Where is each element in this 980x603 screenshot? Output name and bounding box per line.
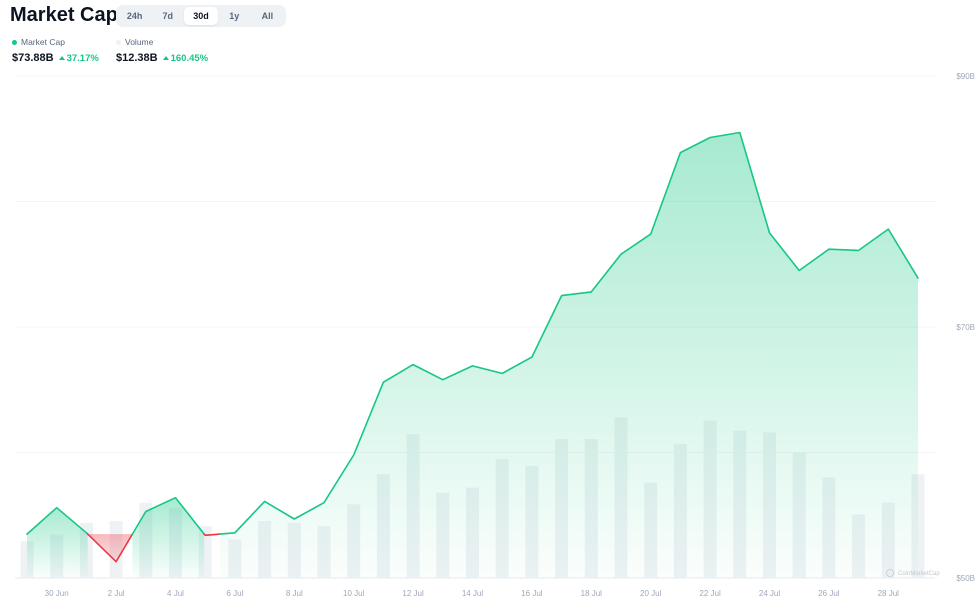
x-tick-label: 10 Jul xyxy=(343,589,365,598)
x-tick-label: 28 Jul xyxy=(878,589,900,598)
volume-stat: $12.38B 160.45% xyxy=(116,52,208,64)
legend-volume-label: Volume xyxy=(125,37,154,47)
market-cap-stat: $73.88B 37.17% xyxy=(12,52,99,64)
watermark-logo-icon xyxy=(886,569,894,577)
price-area-up xyxy=(220,132,919,578)
x-tick-label: 26 Jul xyxy=(818,589,840,598)
market-cap-dot-icon xyxy=(12,39,17,45)
volume-dot-icon xyxy=(116,39,121,45)
volume-value: $12.38B xyxy=(116,52,158,64)
x-tick-label: 24 Jul xyxy=(759,589,781,598)
tab-7d[interactable]: 7d xyxy=(162,11,174,21)
y-tick-label: $50B xyxy=(956,574,975,583)
price-area-down xyxy=(87,534,133,562)
volume-change-value: 160.45% xyxy=(170,52,209,64)
x-tick-label: 30 Jun xyxy=(45,589,69,598)
page-title: Market Cap xyxy=(10,4,118,26)
x-tick-label: 16 Jul xyxy=(521,589,543,598)
price-line-up xyxy=(219,131,919,535)
x-tick-label: 18 Jul xyxy=(581,589,603,598)
volume-change: 160.45% xyxy=(162,52,209,64)
tab-1y[interactable]: 1y xyxy=(229,11,240,21)
watermark: CoinMarketCap xyxy=(898,571,940,577)
legend-market-cap[interactable]: Market Cap xyxy=(12,37,65,47)
price-line-up xyxy=(26,506,89,535)
x-tick-label: 22 Jul xyxy=(699,589,721,598)
x-tick-label: 2 Jul xyxy=(108,589,125,598)
price-lines xyxy=(26,131,919,563)
x-tick-label: 4 Jul xyxy=(167,589,184,598)
y-tick-label: $70B xyxy=(956,323,975,332)
legend-market-cap-label: Market Cap xyxy=(21,37,65,47)
x-axis: 30 Jun 2 Jul 4 Jul 6 Jul 8 Jul 10 Jul 12 Jul 14… xyxy=(45,589,900,598)
price-line-down xyxy=(203,533,221,537)
x-tick-label: 8 Jul xyxy=(286,589,303,598)
x-tick-label: 12 Jul xyxy=(402,589,424,598)
caret-up-icon xyxy=(58,56,65,60)
y-axis: $90B $70B $50B xyxy=(956,72,975,583)
x-tick-label: 20 Jul xyxy=(640,589,662,598)
market-cap-value: $73.88B xyxy=(12,52,54,64)
x-tick-label: 14 Jul xyxy=(462,589,484,598)
x-tick-label: 6 Jul xyxy=(226,589,243,598)
caret-up-icon xyxy=(162,56,169,60)
y-tick-label: $90B xyxy=(956,72,975,81)
price-area-up xyxy=(27,507,88,578)
tab-24h[interactable]: 24h xyxy=(126,11,143,21)
price-areas xyxy=(27,132,919,578)
market-cap-change: 37.17% xyxy=(58,52,99,64)
tab-30d[interactable]: 30d xyxy=(184,7,218,25)
time-range-tabs: 24h 7d 30d 1y All xyxy=(116,5,286,27)
price-line-down xyxy=(86,533,134,563)
legend-volume[interactable]: Volume xyxy=(116,37,153,47)
price-line-up xyxy=(131,496,205,535)
price-area-up xyxy=(132,497,205,578)
tab-all[interactable]: All xyxy=(261,11,274,21)
market-cap-change-value: 37.17% xyxy=(66,52,99,64)
